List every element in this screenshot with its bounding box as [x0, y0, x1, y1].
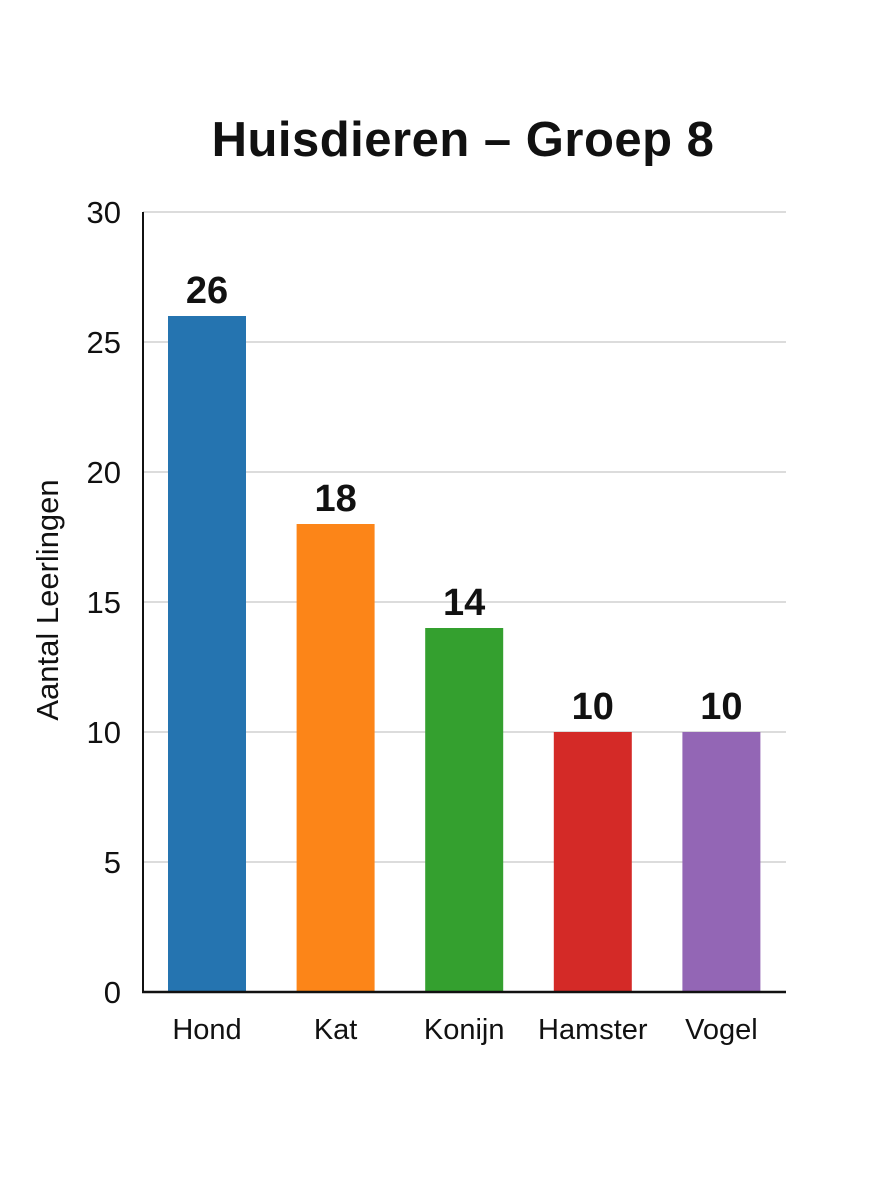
data-label: 26 [186, 270, 228, 312]
bar-vogel [682, 732, 761, 992]
axes [142, 212, 786, 994]
bar-kat [296, 524, 375, 992]
y-tick-labels: 0 5 10 15 20 25 30 [87, 195, 121, 1010]
y-tick-label: 30 [87, 195, 121, 230]
x-tick-label: Konijn [424, 1014, 505, 1046]
y-axis-title: Aantal Leerlingen [30, 479, 65, 720]
y-tick-label: 15 [87, 585, 121, 620]
y-tick-label: 5 [104, 845, 121, 880]
bar-hamster [553, 732, 632, 992]
bar-konijn [425, 628, 504, 992]
data-labels: 26 18 14 10 10 [186, 270, 743, 728]
x-tick-label: Vogel [685, 1014, 758, 1046]
bars [168, 316, 761, 992]
y-tick-label: 25 [87, 325, 121, 360]
data-label: 18 [314, 478, 356, 520]
chart-title: Huisdieren – Groep 8 [211, 113, 715, 167]
y-tick-label: 0 [104, 975, 121, 1010]
bar-hond [168, 316, 246, 992]
y-tick-label: 20 [87, 455, 121, 490]
data-label: 10 [572, 686, 614, 728]
x-tick-label: Kat [314, 1014, 358, 1046]
x-tick-label: Hond [172, 1014, 241, 1046]
data-label: 10 [700, 686, 742, 728]
y-tick-label: 10 [87, 715, 121, 750]
x-tick-label: Hamster [538, 1014, 648, 1046]
x-tick-labels: Hond Kat Konijn Hamster Vogel [172, 1014, 757, 1046]
data-label: 14 [443, 582, 485, 624]
